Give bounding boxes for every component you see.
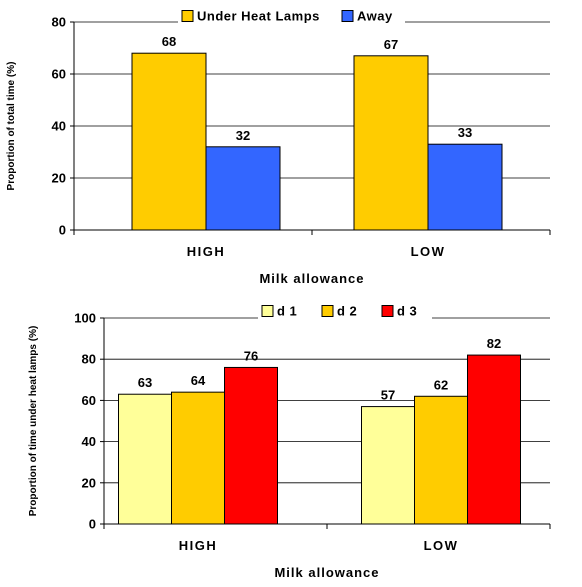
- data-label: 63: [138, 375, 152, 390]
- legend-swatch: [321, 305, 334, 317]
- legend-label: Away: [357, 9, 393, 24]
- chart-1: 0 20 40 60 80 68 32 HIGH 67 33 LOW Milk allowance Pr…: [6, 8, 551, 286]
- y-tick-label: 40: [52, 119, 66, 134]
- legend-swatch: [341, 10, 354, 22]
- data-label: 76: [244, 348, 258, 363]
- y-tick-label: 100: [74, 311, 96, 326]
- legend-label: Under Heat Lamps: [197, 9, 320, 24]
- y-tick-label: 80: [52, 15, 66, 30]
- y-tick-label: 40: [82, 434, 96, 449]
- legend-swatch: [181, 10, 194, 22]
- x-axis-title: Milk allowance: [274, 565, 379, 580]
- legend: Under Heat Lamps Away: [178, 8, 405, 24]
- y-tick-label: 80: [82, 352, 96, 367]
- data-label: 32: [236, 128, 250, 143]
- legend: d 1 d 2 d 3: [258, 303, 432, 319]
- legend-label: d 2: [337, 304, 357, 319]
- x-tick-label: LOW: [411, 244, 446, 259]
- bar: [171, 391, 225, 525]
- y-tick-label: 60: [82, 393, 96, 408]
- bar: [467, 354, 521, 525]
- data-label: 33: [458, 125, 472, 140]
- data-label: 57: [381, 388, 395, 403]
- bar: [427, 143, 503, 231]
- bar: [414, 395, 468, 525]
- legend-swatch: [261, 305, 274, 317]
- legend-label: d 3: [397, 304, 417, 319]
- y-axis-title: Proportion of time under heat lamps (%): [28, 326, 39, 517]
- y-tick-label: 0: [59, 223, 66, 238]
- data-label: 82: [487, 336, 501, 351]
- bar: [131, 52, 207, 231]
- legend-label: d 1: [277, 304, 297, 319]
- legend-swatch: [381, 305, 394, 317]
- y-tick-label: 60: [52, 67, 66, 82]
- y-tick-label: 0: [89, 517, 96, 532]
- y-axis-title: Proportion of total time (%): [6, 62, 17, 191]
- bar: [205, 146, 281, 231]
- bar: [224, 366, 278, 525]
- x-tick-label: HIGH: [187, 244, 226, 259]
- data-label: 64: [191, 373, 206, 388]
- bar: [353, 55, 429, 231]
- x-tick-label: HIGH: [179, 538, 218, 553]
- data-label: 68: [162, 34, 176, 49]
- x-axis-title: Milk allowance: [259, 271, 364, 286]
- chart-2: 0 20 40 60 80 100 63 64 76 HIGH 57 62 82 LOW Milk allo…: [28, 303, 551, 580]
- data-label: 67: [384, 37, 398, 52]
- x-tick-label: LOW: [424, 538, 459, 553]
- y-tick-label: 20: [52, 171, 66, 186]
- data-label: 62: [434, 377, 448, 392]
- bar: [118, 393, 172, 525]
- bar: [361, 406, 415, 525]
- y-tick-label: 20: [82, 475, 96, 490]
